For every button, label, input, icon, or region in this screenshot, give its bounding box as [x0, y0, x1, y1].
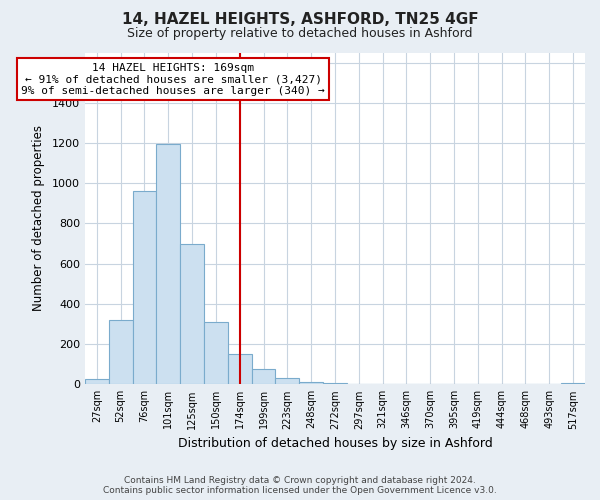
X-axis label: Distribution of detached houses by size in Ashford: Distribution of detached houses by size …	[178, 437, 493, 450]
Bar	[109, 320, 133, 384]
Bar	[180, 244, 204, 384]
Bar	[85, 380, 109, 384]
Y-axis label: Number of detached properties: Number of detached properties	[32, 126, 45, 312]
Bar	[561, 382, 585, 384]
Text: Size of property relative to detached houses in Ashford: Size of property relative to detached ho…	[127, 28, 473, 40]
Bar	[157, 144, 180, 384]
Bar	[299, 382, 323, 384]
Text: 14 HAZEL HEIGHTS: 169sqm
← 91% of detached houses are smaller (3,427)
9% of semi: 14 HAZEL HEIGHTS: 169sqm ← 91% of detach…	[21, 62, 325, 96]
Bar	[275, 378, 299, 384]
Text: Contains HM Land Registry data © Crown copyright and database right 2024.
Contai: Contains HM Land Registry data © Crown c…	[103, 476, 497, 495]
Bar	[204, 322, 228, 384]
Bar	[228, 354, 251, 384]
Bar	[251, 369, 275, 384]
Bar	[133, 192, 157, 384]
Text: 14, HAZEL HEIGHTS, ASHFORD, TN25 4GF: 14, HAZEL HEIGHTS, ASHFORD, TN25 4GF	[122, 12, 478, 28]
